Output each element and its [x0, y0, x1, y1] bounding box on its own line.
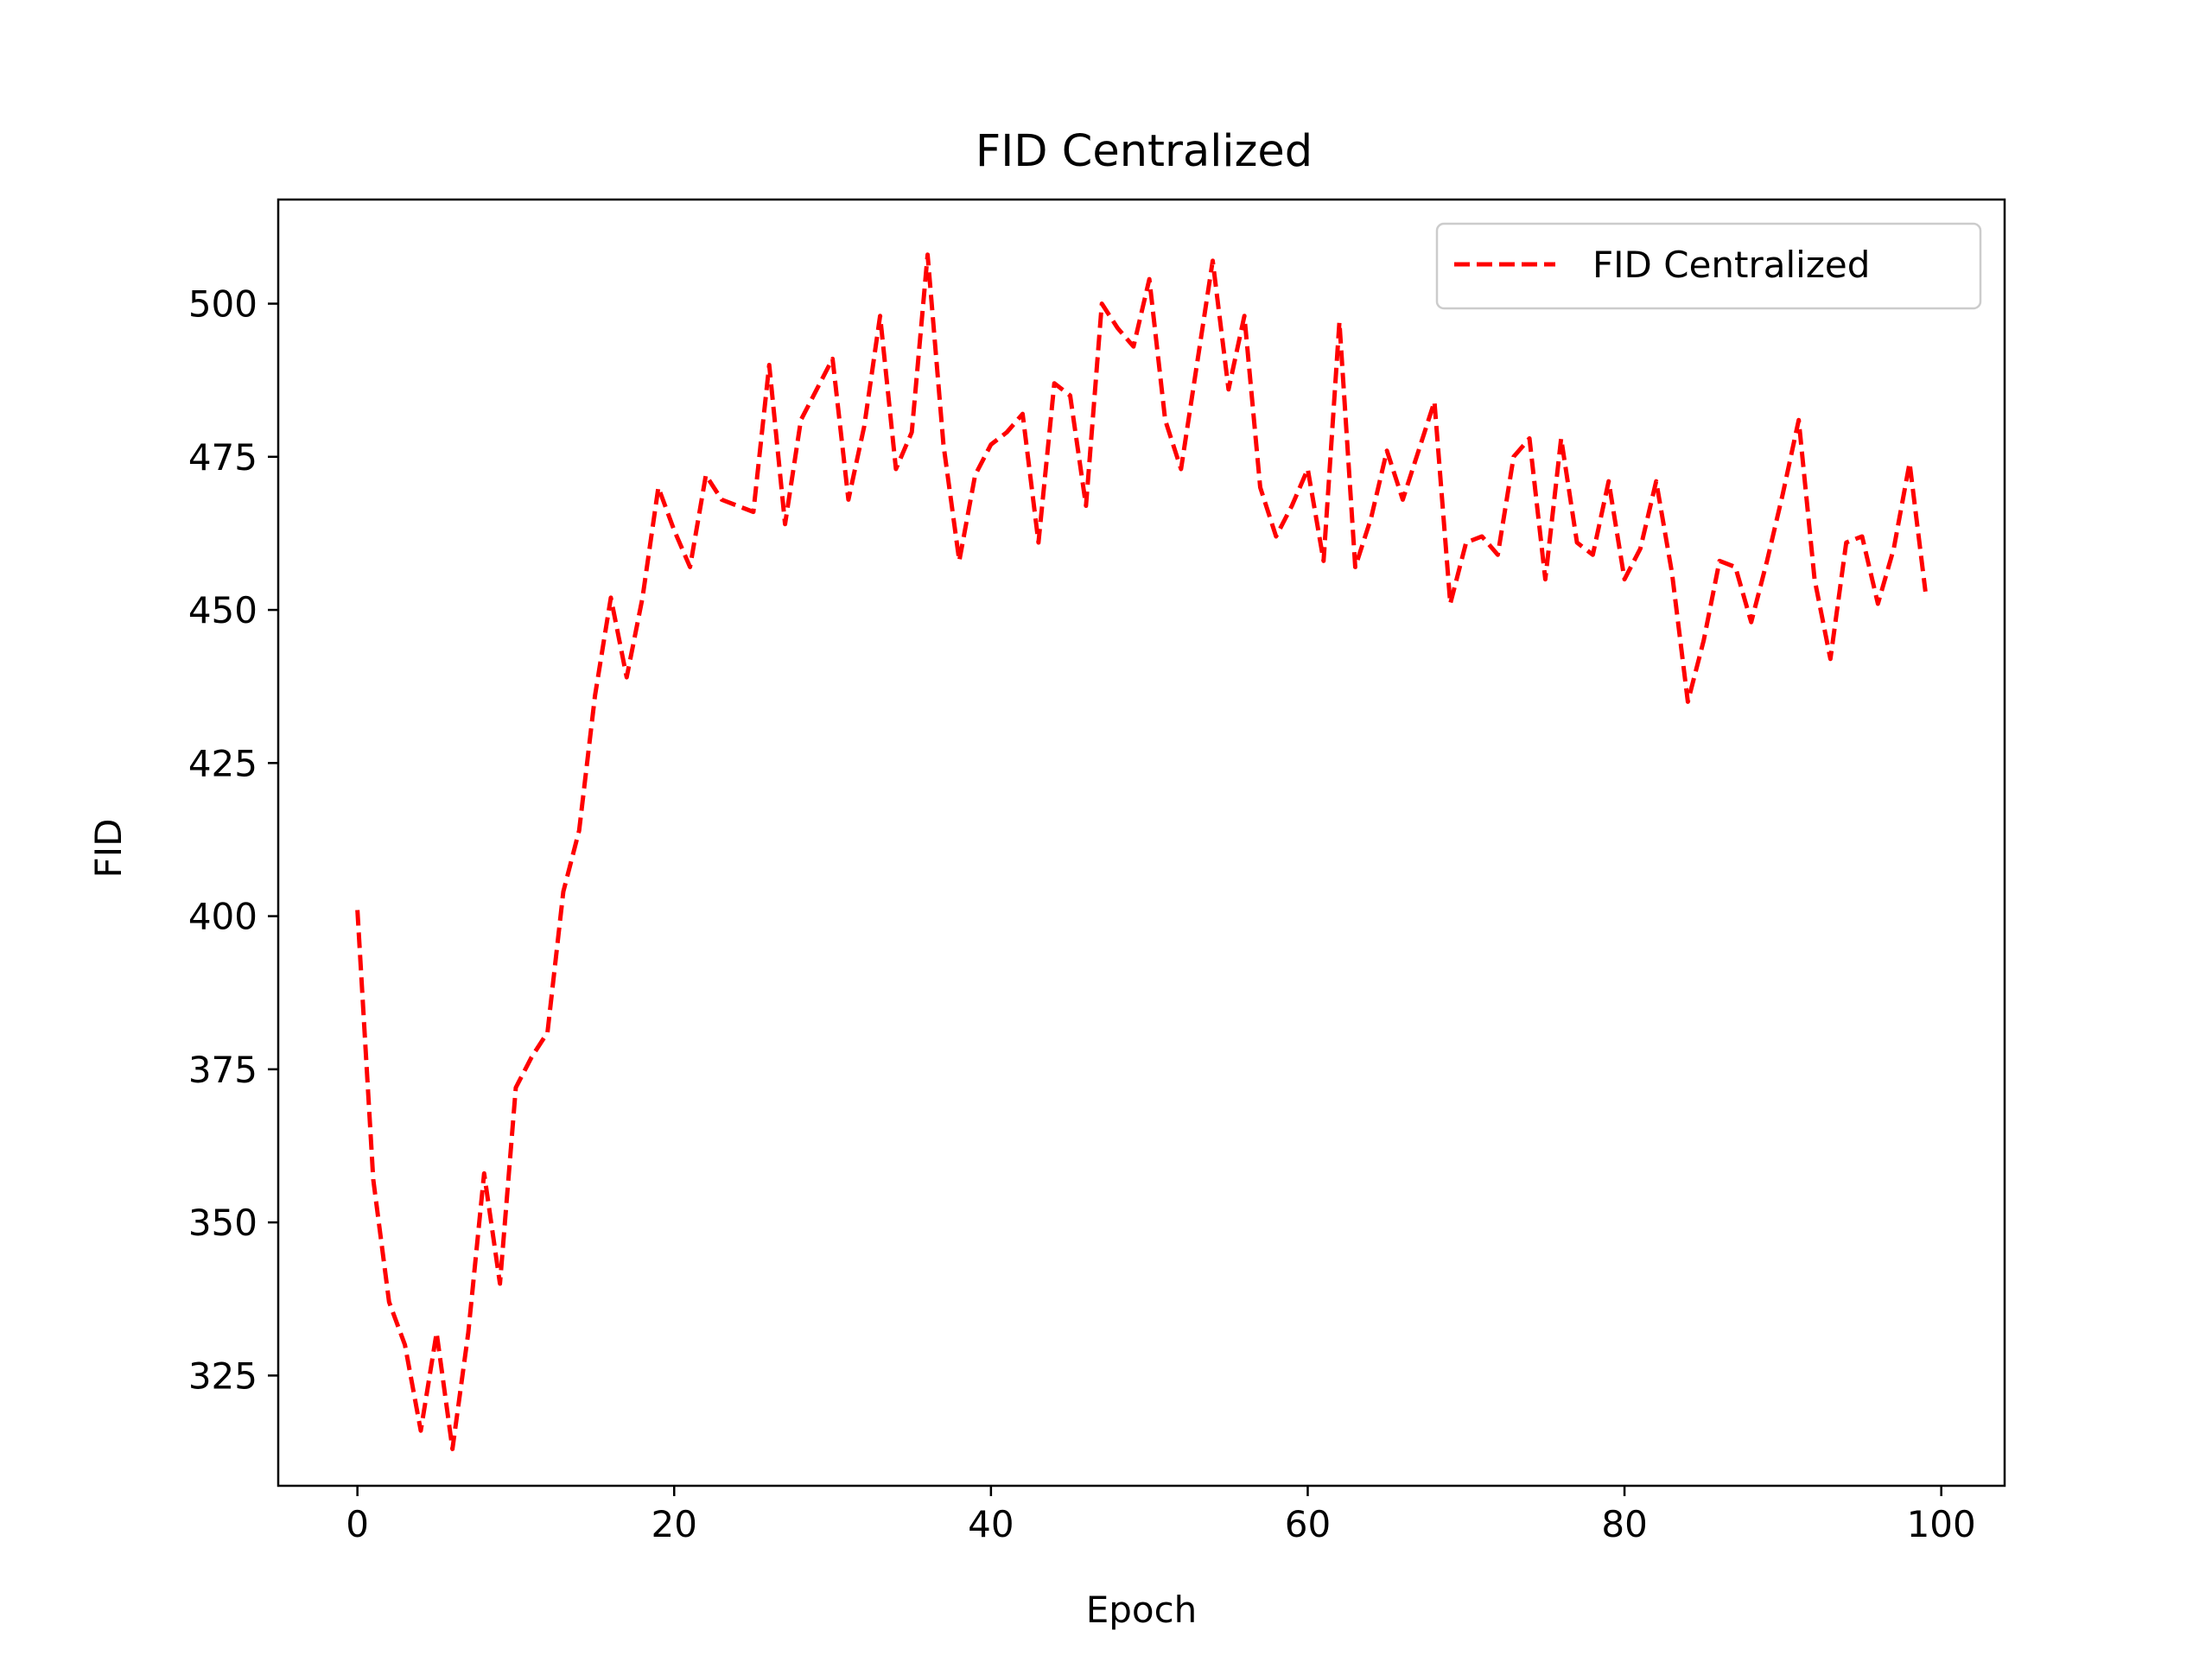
x-tick-label: 20: [652, 1503, 697, 1545]
y-tick-label: 475: [188, 436, 257, 479]
y-tick-label: 400: [188, 896, 257, 938]
y-axis-ticks: 325 350 375 400 425 450 475 500: [188, 283, 278, 1397]
axes-frame: [276, 198, 2006, 1488]
y-tick-label: 325: [188, 1354, 257, 1397]
series-line-fid-centralized: [355, 252, 1928, 1451]
y-axis-label: FID: [87, 819, 130, 879]
chart-title: FID Centralized: [976, 126, 1313, 177]
legend-label: FID Centralized: [1592, 244, 1870, 286]
x-tick-label: 40: [968, 1503, 1014, 1545]
legend: FID Centralized: [1435, 222, 1982, 310]
y-tick-label: 450: [188, 589, 257, 631]
x-tick-label: 100: [1907, 1503, 1976, 1545]
x-axis-label: Epoch: [1086, 1589, 1198, 1631]
x-tick-label: 60: [1285, 1503, 1331, 1545]
legend-box: [1435, 222, 1982, 310]
y-tick-label: 350: [188, 1202, 257, 1244]
y-tick-label: 375: [188, 1049, 257, 1091]
series-layer: [355, 252, 1928, 1451]
x-axis-ticks: 0 20 40 60 80 100: [346, 1486, 1976, 1545]
y-tick-label: 500: [188, 283, 257, 326]
x-tick-label: 80: [1601, 1503, 1647, 1545]
plot-area: [276, 198, 2006, 1488]
x-tick-label: 0: [346, 1503, 369, 1545]
y-tick-label: 425: [188, 742, 257, 784]
